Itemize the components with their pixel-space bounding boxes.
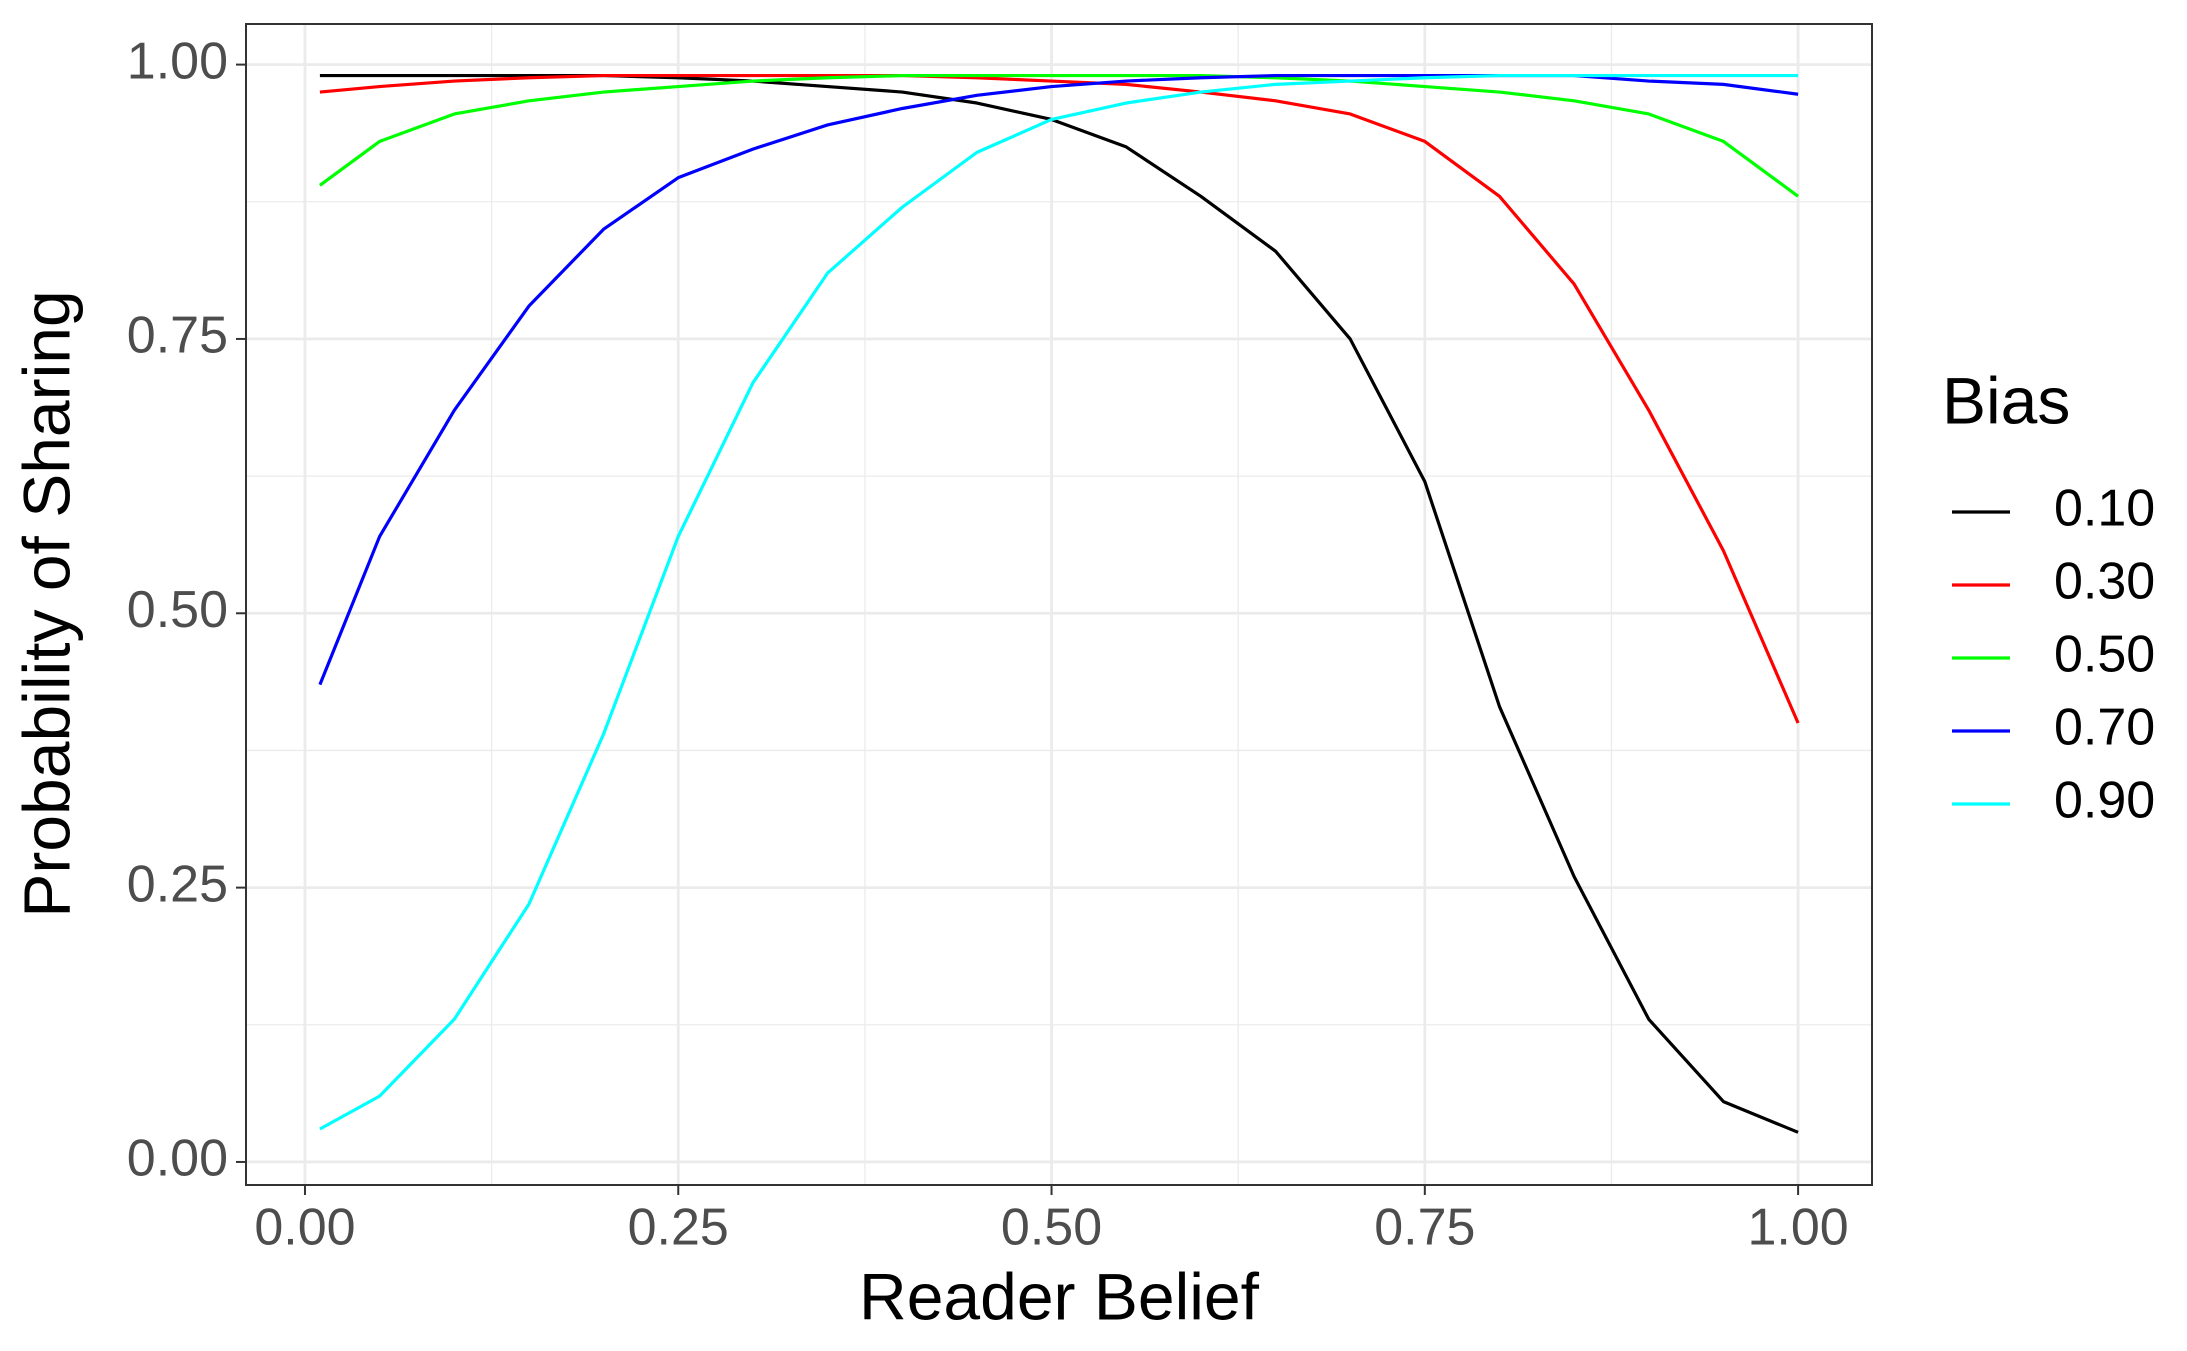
x-tick-label: 0.50 [1001,1199,1102,1257]
y-tick-label: 0.25 [127,855,228,913]
legend-label: 0.50 [2054,626,2155,684]
y-tick-label: 0.00 [127,1130,228,1188]
line [319,73,1800,724]
y-tick-label: 1.00 [127,32,228,90]
legend-label: 0.30 [2054,553,2155,611]
x-tick-label: 1.00 [1747,1199,1848,1257]
x-axis-title: Reader Belief [859,1259,1260,1333]
panel-border [245,23,1873,1186]
x-tick-label: 0.75 [1374,1199,1475,1257]
legend-title: Bias [1942,363,2070,437]
y-axis-title: Probability of Sharing [9,290,83,917]
legend-label: 0.10 [2054,480,2155,538]
legend-label: 0.90 [2054,772,2155,830]
x-tick-label: 0.25 [628,1199,729,1257]
x-tick-label: 0.00 [254,1199,355,1257]
line [319,73,1799,1131]
y-tick-label: 0.50 [127,581,228,639]
y-tick-label: 0.75 [127,307,228,365]
legend-label: 0.70 [2054,699,2155,757]
line [318,73,1800,198]
